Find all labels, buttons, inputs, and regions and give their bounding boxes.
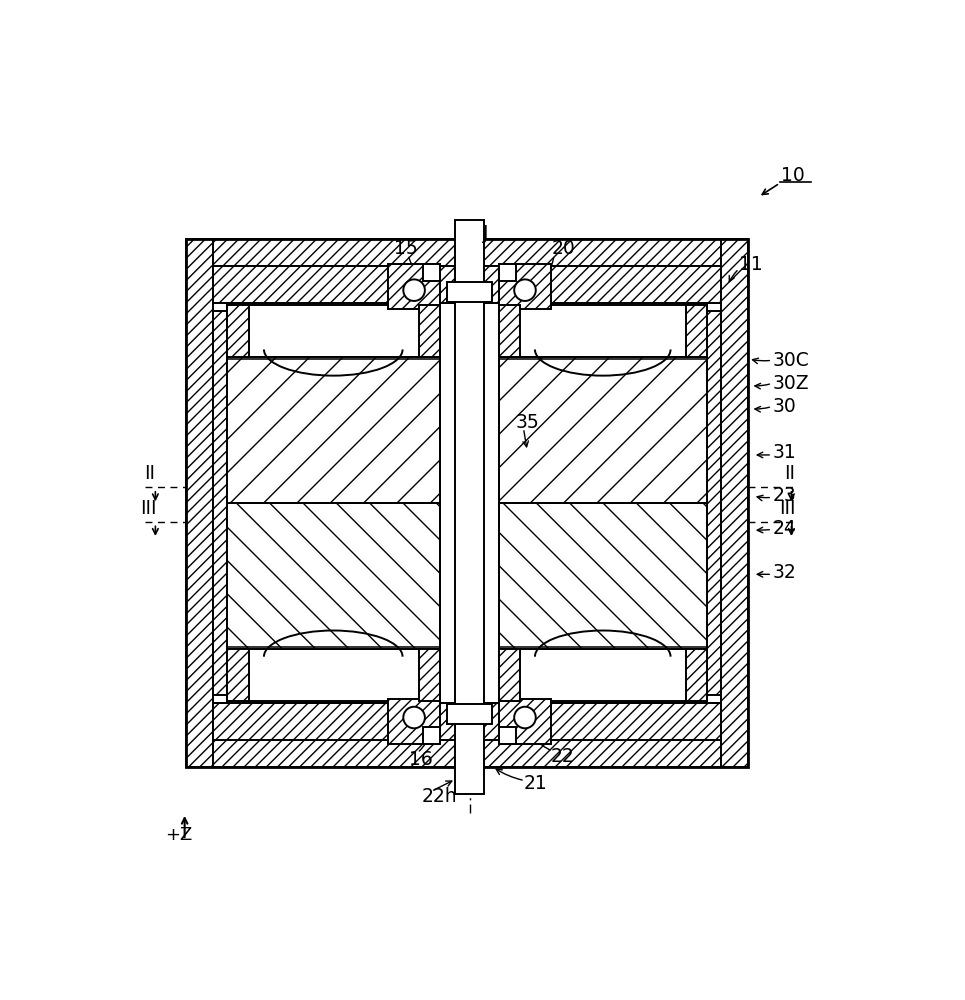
Text: +Z: +Z	[165, 826, 193, 844]
Bar	[227, 503, 440, 649]
Bar	[227, 357, 440, 503]
Text: 30Z: 30Z	[772, 374, 809, 393]
Text: 32: 32	[772, 563, 796, 582]
Bar	[419, 649, 440, 701]
Bar	[455, 220, 484, 794]
Bar	[213, 266, 721, 303]
Bar	[213, 703, 721, 740]
Text: 30: 30	[772, 397, 796, 416]
Bar	[686, 305, 707, 357]
Bar	[186, 740, 748, 767]
Text: 15: 15	[394, 239, 418, 258]
Bar	[186, 239, 748, 266]
Bar	[447, 704, 492, 724]
Bar	[499, 264, 551, 309]
Text: 16: 16	[409, 750, 433, 769]
Bar	[227, 649, 249, 701]
Bar	[388, 699, 440, 744]
Bar	[186, 239, 748, 767]
Bar	[424, 264, 440, 281]
Bar	[499, 727, 515, 744]
Bar	[707, 311, 721, 695]
Bar	[499, 503, 707, 649]
Bar	[447, 282, 492, 302]
Bar	[388, 264, 440, 309]
Bar	[227, 305, 440, 357]
Bar	[186, 239, 213, 767]
Text: 23: 23	[772, 486, 796, 505]
Bar	[686, 649, 707, 701]
Text: 21: 21	[523, 774, 547, 793]
Text: J: J	[483, 224, 489, 243]
Bar	[499, 649, 707, 701]
Bar	[499, 264, 515, 281]
Text: 11: 11	[739, 255, 762, 274]
Text: 24: 24	[772, 519, 796, 538]
Bar	[227, 305, 249, 357]
Text: II: II	[145, 464, 155, 483]
Bar	[419, 305, 440, 357]
Bar	[213, 311, 227, 695]
Circle shape	[403, 707, 425, 728]
Text: 30C: 30C	[772, 351, 809, 370]
Text: 31: 31	[772, 443, 796, 462]
Text: II: II	[784, 464, 795, 483]
Bar	[721, 239, 748, 767]
Circle shape	[514, 279, 536, 301]
Text: 35: 35	[515, 413, 539, 432]
Text: 22: 22	[550, 747, 574, 766]
Circle shape	[514, 707, 536, 728]
Bar	[499, 649, 520, 701]
Bar	[499, 305, 707, 357]
Circle shape	[403, 279, 425, 301]
Text: 10: 10	[782, 166, 805, 185]
Text: III: III	[779, 499, 795, 518]
Text: 22h: 22h	[422, 787, 457, 806]
Bar	[499, 699, 551, 744]
Bar	[499, 305, 520, 357]
Text: 20: 20	[551, 239, 575, 258]
Bar	[227, 649, 440, 701]
Bar	[424, 727, 440, 744]
Text: III: III	[140, 499, 156, 518]
Bar	[499, 357, 707, 503]
